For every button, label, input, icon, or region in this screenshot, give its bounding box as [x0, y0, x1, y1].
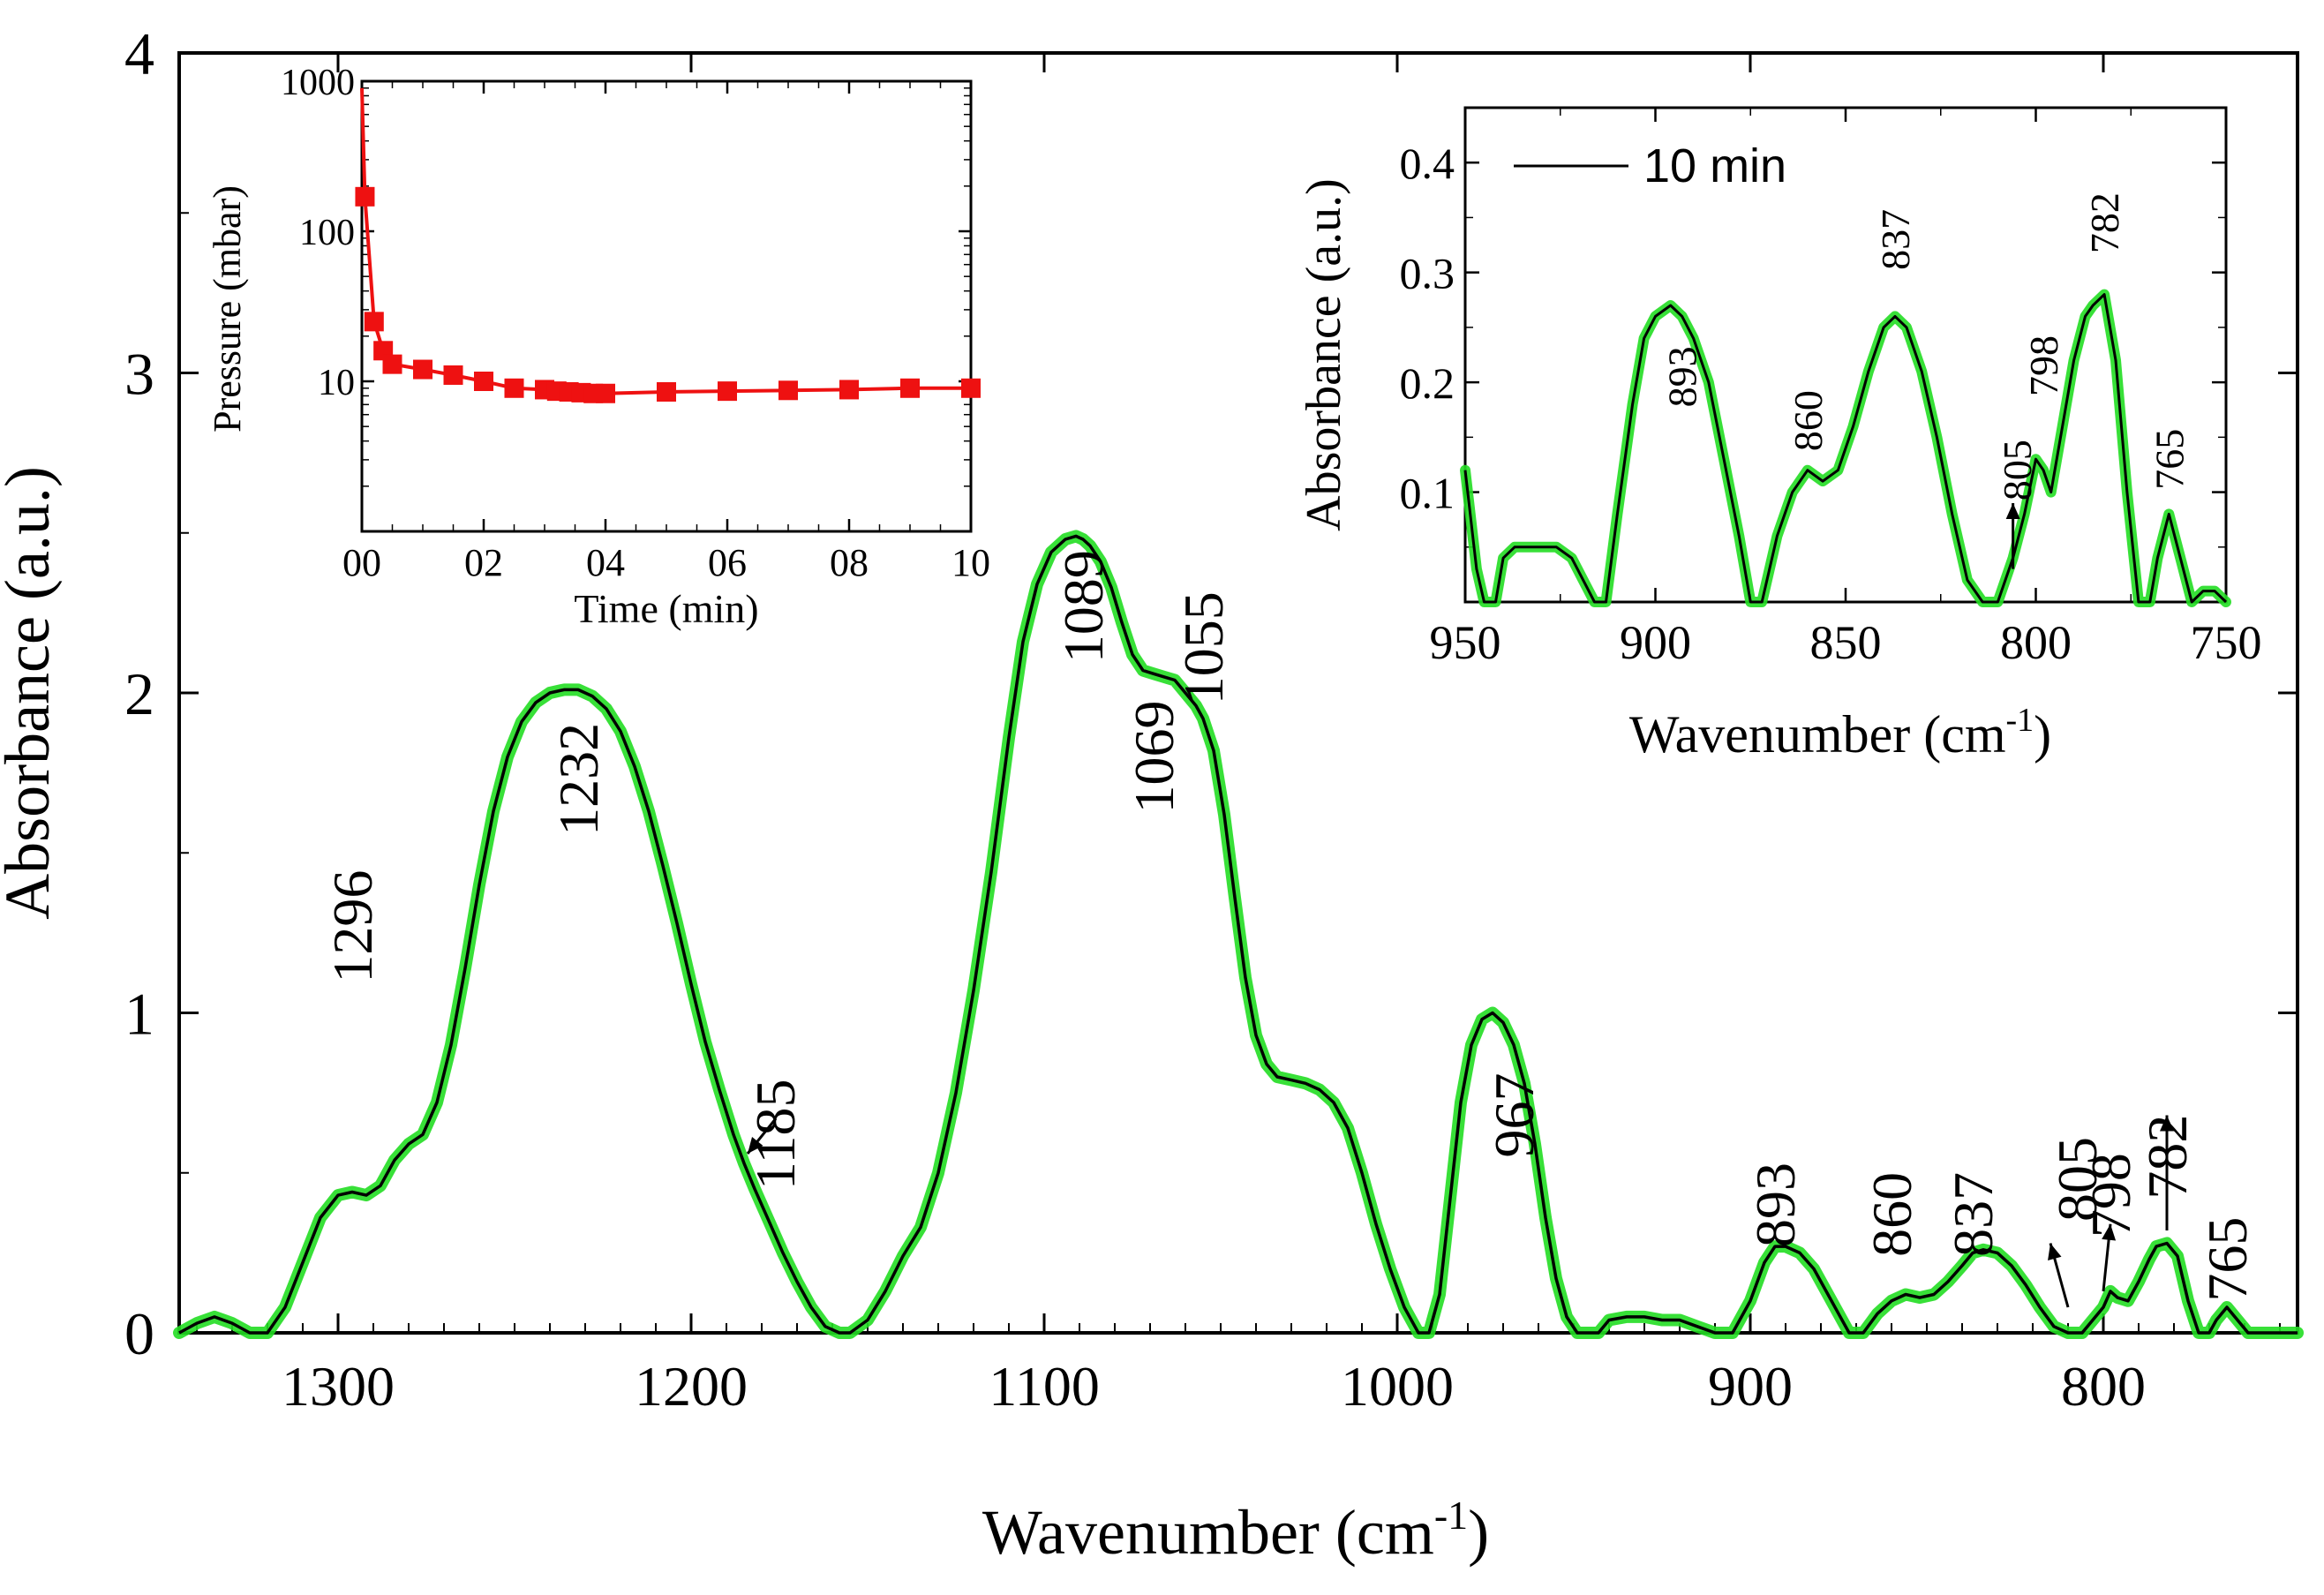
inset-pressure-x-axis-title: Time (min) — [574, 586, 758, 631]
inset-zoom-annotations: 893 860 837 805 798 782 765 — [1660, 192, 2192, 569]
peak-label-967: 967 — [1483, 1073, 1546, 1158]
inset-zoom-series — [1460, 289, 2231, 607]
pres-x-tick-label: 08 — [830, 541, 869, 584]
inset-pressure-plot: 00 02 04 06 08 10 10 100 1000 Pressure (mbar) Ti… — [206, 63, 990, 631]
arrow-1185-head — [748, 1136, 763, 1154]
main-series — [173, 530, 2304, 1339]
main-y-tick-label: 1 — [124, 981, 154, 1048]
legend-label: 10 min — [1643, 139, 1786, 192]
main-x-tick-label: 800 — [2061, 1355, 2146, 1418]
zoom-x-tick-label: 950 — [1430, 616, 1501, 669]
pressure-marker — [443, 365, 463, 385]
zoom-peak-label-798: 798 — [2021, 335, 2066, 396]
main-x-tick-label: 1100 — [989, 1355, 1100, 1418]
arrow-805-head — [2048, 1243, 2062, 1260]
pressure-marker — [474, 372, 493, 391]
peak-label-1185: 1185 — [744, 1079, 807, 1190]
inset-pressure-axis-ticks: 00 02 04 06 08 10 10 100 1000 — [281, 63, 990, 584]
peak-label-893: 893 — [1744, 1162, 1807, 1247]
pressure-marker — [364, 312, 384, 332]
pres-x-tick-label: 06 — [708, 541, 747, 584]
zoom-arrow-805-head — [2005, 503, 2020, 519]
arrow-798-head — [2102, 1223, 2117, 1241]
main-y-tick-label: 0 — [124, 1300, 154, 1367]
zoom-y-tick-label: 0.4 — [1400, 139, 1455, 188]
main-x-tick-label: 1000 — [1341, 1355, 1454, 1418]
inset-zoom-background — [1465, 108, 2226, 602]
zoom-peak-label-782: 782 — [2082, 192, 2127, 253]
zoom-peak-label-805: 805 — [1995, 440, 2040, 500]
spectrum-line — [178, 534, 2298, 1335]
peak-label-860: 860 — [1861, 1172, 1923, 1257]
zoom-x-tick-label: 900 — [1620, 616, 1691, 669]
inset-pressure-background — [362, 81, 971, 531]
zoom-peak-label-765: 765 — [2147, 429, 2192, 490]
pressure-marker — [596, 383, 615, 403]
zoom-y-tick-label: 0.3 — [1400, 249, 1455, 298]
inset-zoom-axis-ticks: 950 900 850 800 750 0.1 0.2 0.3 0.4 — [1400, 107, 2262, 669]
main-x-axis-title: Wavenumber (cm-1) — [982, 1493, 1489, 1568]
inset-zoom-plot: 950 900 850 800 750 0.1 0.2 0.3 0.4 893 860 837 805… — [1297, 106, 2262, 764]
main-y-tick-label: 4 — [124, 20, 154, 87]
inset-zoom-y-axis-title: Absorbance (a.u.) — [1297, 178, 1351, 531]
peak-label-805: 805 — [2046, 1137, 2109, 1222]
main-x-tick-label: 1200 — [635, 1355, 748, 1418]
pressure-marker — [413, 359, 432, 380]
pressure-marker — [839, 380, 859, 400]
zoom-x-tick-label: 850 — [1810, 616, 1882, 669]
pressure-marker — [900, 378, 920, 398]
zoom-line — [1463, 293, 2228, 604]
pres-x-tick-label: 00 — [342, 541, 381, 584]
zoom-x-tick-label: 800 — [2000, 616, 2072, 669]
peak-label-1069: 1069 — [1123, 701, 1185, 814]
inset-pressure-series — [355, 87, 981, 403]
zoom-peak-label-837: 837 — [1873, 209, 1918, 270]
peak-label-798: 798 — [2080, 1153, 2142, 1238]
zoom-y-tick-label: 0.2 — [1400, 358, 1455, 408]
pres-y-tick-label: 100 — [299, 213, 355, 253]
pressure-marker — [718, 381, 737, 402]
main-x-tick-label: 900 — [1708, 1355, 1793, 1418]
peak-label-765: 765 — [2196, 1217, 2259, 1302]
pressure-marker — [504, 378, 524, 398]
peak-label-1055: 1055 — [1172, 591, 1235, 704]
pressure-marker — [355, 186, 375, 207]
zoom-peak-label-893: 893 — [1660, 346, 1705, 407]
zoom-x-tick-label: 750 — [2191, 616, 2262, 669]
peak-label-837: 837 — [1942, 1172, 2004, 1257]
pres-y-tick-label: 10 — [318, 363, 355, 403]
arrow-782-head — [2160, 1115, 2174, 1132]
peak-label-1296: 1296 — [321, 870, 384, 983]
peak-label-1232: 1232 — [547, 723, 610, 836]
peak-label-1089: 1089 — [1052, 550, 1115, 663]
pressure-marker — [778, 380, 798, 401]
main-y-tick-label: 2 — [124, 660, 154, 727]
zoom-peak-label-860: 860 — [1786, 390, 1831, 451]
pressure-marker — [382, 354, 402, 374]
main-x-tick-label: 1300 — [282, 1355, 395, 1418]
inset-zoom-legend: 10 min — [1514, 139, 1786, 192]
pres-x-tick-label: 04 — [586, 541, 625, 584]
pressure-marker — [961, 378, 981, 398]
main-y-axis-title: Absorbance (a.u.) — [0, 466, 63, 920]
inset-zoom-x-axis-title: Wavenumber (cm-1) — [1629, 702, 2051, 764]
pres-x-tick-label: 02 — [464, 541, 503, 584]
inset-pressure-y-axis-title: Pressure (mbar) — [206, 185, 249, 433]
main-y-tick-label: 3 — [124, 341, 154, 408]
pres-x-tick-label: 10 — [951, 541, 990, 584]
pres-y-tick-label: 1000 — [281, 63, 355, 103]
pressure-marker — [657, 381, 676, 402]
zoom-y-tick-label: 0.1 — [1400, 469, 1455, 518]
